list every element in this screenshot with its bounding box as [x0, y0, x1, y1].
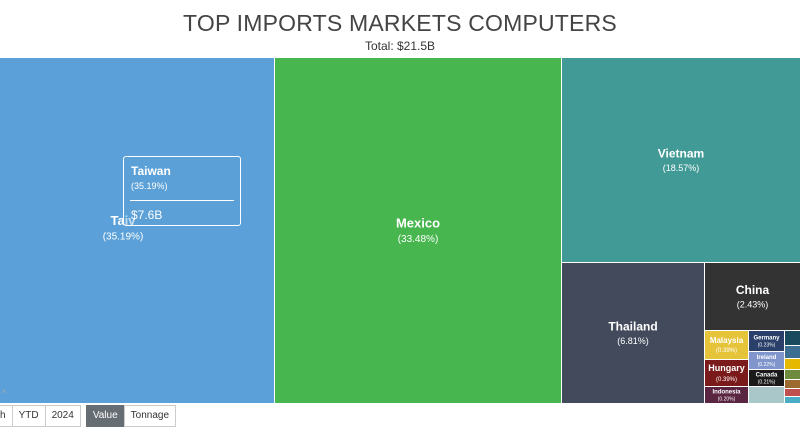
treemap-chart[interactable]: Taiv(35.19%) Mexico (33.48%) Vietnam (18.57%…: [0, 58, 800, 403]
treemap-tile-ireland[interactable]: Ireland(0.22%): [749, 352, 784, 369]
treemap-tile-china[interactable]: China (2.43%): [705, 263, 800, 330]
treemap-tile-mexico[interactable]: Mexico (33.48%): [275, 58, 561, 403]
tooltip-name: Taiwan: [131, 164, 171, 178]
tile-name-ireland: Ireland: [757, 355, 777, 361]
tooltip-percent: (35.19%): [131, 181, 168, 191]
tile-name-germany: Germany: [753, 336, 780, 342]
tile-percent-indonesia: (0.20%): [718, 396, 736, 402]
treemap-tile-vietnam[interactable]: Vietnam (18.57%): [562, 58, 800, 262]
treemap-rect-indonesia[interactable]: [705, 387, 748, 403]
treemap-minor-tile-4[interactable]: [785, 370, 800, 379]
tile-name-malaysia: Malaysia: [710, 336, 744, 345]
treemap-rect-canada[interactable]: [749, 370, 784, 386]
treemap-rect-hungary[interactable]: [705, 360, 748, 386]
measure-button-group: Value Tonnage: [85, 405, 177, 427]
treemap-tile-malaysia[interactable]: Malaysia (0.39%): [705, 331, 748, 359]
tile-name-hungary: Hungary: [708, 363, 745, 373]
tile-percent-canada: (0.21%): [758, 379, 776, 385]
tile-percent-mexico: (33.48%): [398, 234, 439, 245]
tooltip-value: $7.6B: [131, 208, 163, 222]
treemap-minor-tile-3[interactable]: [785, 359, 800, 369]
treemap-tile-thailand[interactable]: Thailand (6.81%): [562, 263, 704, 403]
tile-name-indonesia: Indonesia: [712, 390, 741, 396]
treemap-rect-mexico[interactable]: [275, 58, 561, 403]
treemap-rect-vietnam[interactable]: [562, 58, 800, 262]
tile-percent-taiwan: (35.19%): [103, 232, 144, 243]
drill-up-icon[interactable]: ^: [2, 388, 7, 398]
measure-button-value[interactable]: Value: [85, 405, 125, 427]
treemap-minor-tile-5[interactable]: [785, 380, 800, 388]
treemap-tile-hungary[interactable]: Hungary (0.39%): [705, 360, 748, 386]
tile-percent-china: (2.43%): [737, 299, 769, 309]
measure-button-tonnage[interactable]: Tonnage: [123, 405, 177, 427]
treemap-rect-thailand[interactable]: [562, 263, 704, 403]
tile-percent-germany: (0.23%): [758, 342, 776, 348]
treemap-tile-indonesia[interactable]: Indonesia(0.20%): [705, 387, 748, 403]
treemap-minor-tile-8[interactable]: [749, 387, 784, 403]
chart-title: TOP IMPORTS MARKETS COMPUTERS: [183, 10, 617, 36]
hover-tooltip: Taiwan (35.19%) $7.6B: [123, 156, 241, 226]
treemap-tile-canada[interactable]: Canada(0.21%): [749, 370, 784, 386]
period-button-ytd[interactable]: YTD: [11, 405, 46, 427]
tile-name-canada: Canada: [756, 373, 778, 379]
tile-percent-malaysia: (0.39%): [716, 348, 737, 354]
treemap-rect-china[interactable]: [705, 263, 800, 330]
treemap-minor-tile-7[interactable]: [785, 397, 800, 403]
period-button-group: h YTD 2024: [0, 405, 81, 427]
tile-percent-hungary: (0.39%): [716, 377, 737, 383]
treemap-minor-tile-6[interactable]: [785, 389, 800, 396]
treemap-tile-germany[interactable]: Germany(0.23%): [749, 331, 784, 351]
treemap-minor-tile-1[interactable]: [785, 331, 800, 345]
tile-name-mexico: Mexico: [396, 216, 440, 231]
chart-toolbar: h YTD 2024 Value Tonnage: [0, 405, 182, 427]
tooltip-divider: [130, 200, 234, 201]
tile-name-thailand: Thailand: [608, 319, 657, 333]
treemap-rect-taiwan[interactable]: [0, 58, 274, 403]
treemap-rect-germany[interactable]: [749, 331, 784, 351]
period-button-2024[interactable]: 2024: [44, 405, 81, 427]
treemap-tile-taiwan[interactable]: Taiv(35.19%): [0, 58, 274, 403]
tile-name-vietnam: Vietnam: [658, 146, 704, 160]
treemap-rect-ireland[interactable]: [749, 352, 784, 369]
tile-percent-ireland: (0.22%): [758, 362, 776, 368]
tile-name-china: China: [736, 283, 770, 297]
tile-percent-thailand: (6.81%): [617, 336, 649, 346]
tile-percent-vietnam: (18.57%): [663, 163, 700, 173]
treemap-minor-tile-2[interactable]: [785, 346, 800, 358]
treemap-rect-malaysia[interactable]: [705, 331, 748, 359]
chart-subtitle: Total: $21.5B: [364, 39, 436, 53]
